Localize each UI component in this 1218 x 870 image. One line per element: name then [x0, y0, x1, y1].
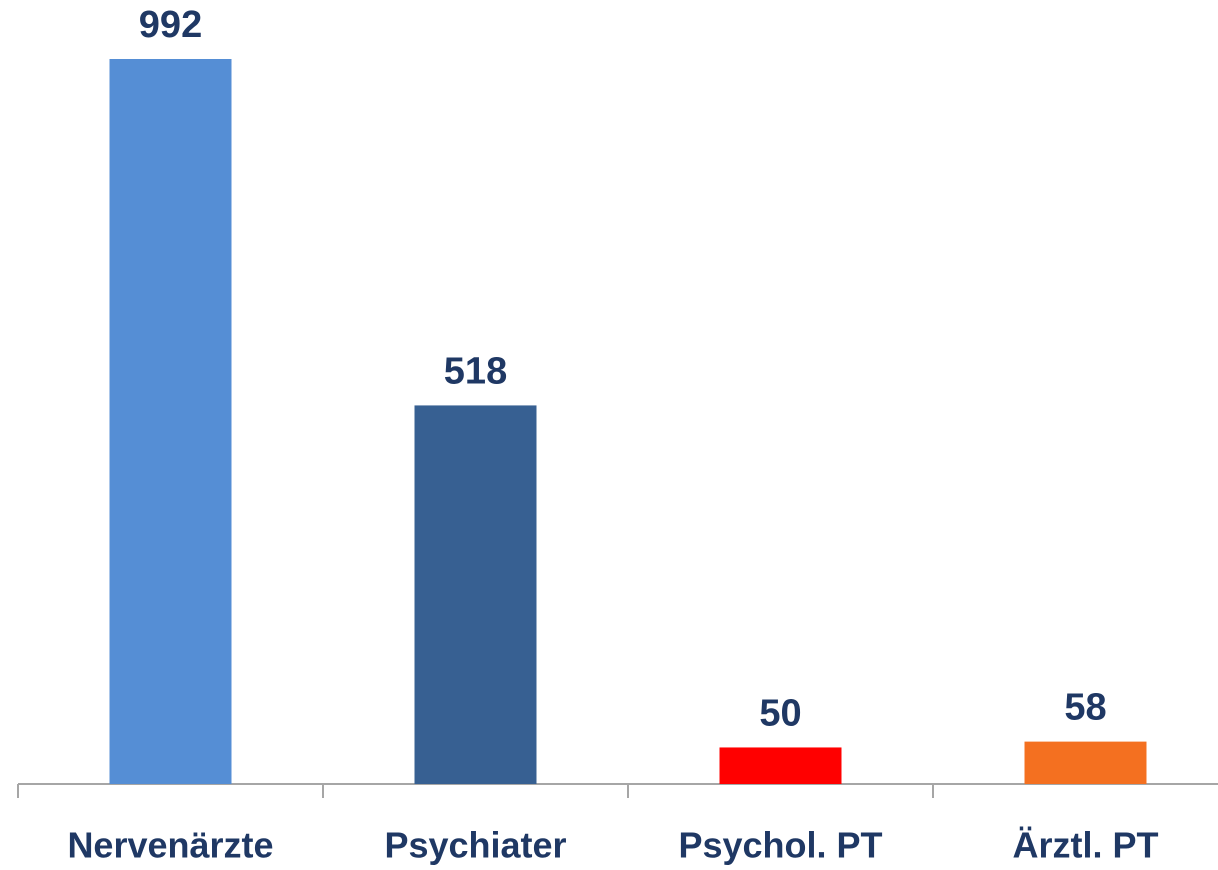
- x-tick-label: Nervenärzte: [67, 825, 273, 866]
- bar: [109, 59, 232, 784]
- bar: [719, 747, 842, 784]
- x-tick-label: Psychiater: [384, 825, 566, 866]
- x-tick-label: Psychol. PT: [678, 825, 882, 866]
- bar: [1024, 741, 1147, 784]
- x-tick-label: Ärztl. PT: [1012, 825, 1158, 866]
- value-label: 518: [444, 350, 507, 392]
- value-label: 992: [139, 4, 202, 46]
- value-label: 50: [759, 692, 801, 734]
- bar: [414, 405, 537, 784]
- value-label: 58: [1064, 687, 1106, 729]
